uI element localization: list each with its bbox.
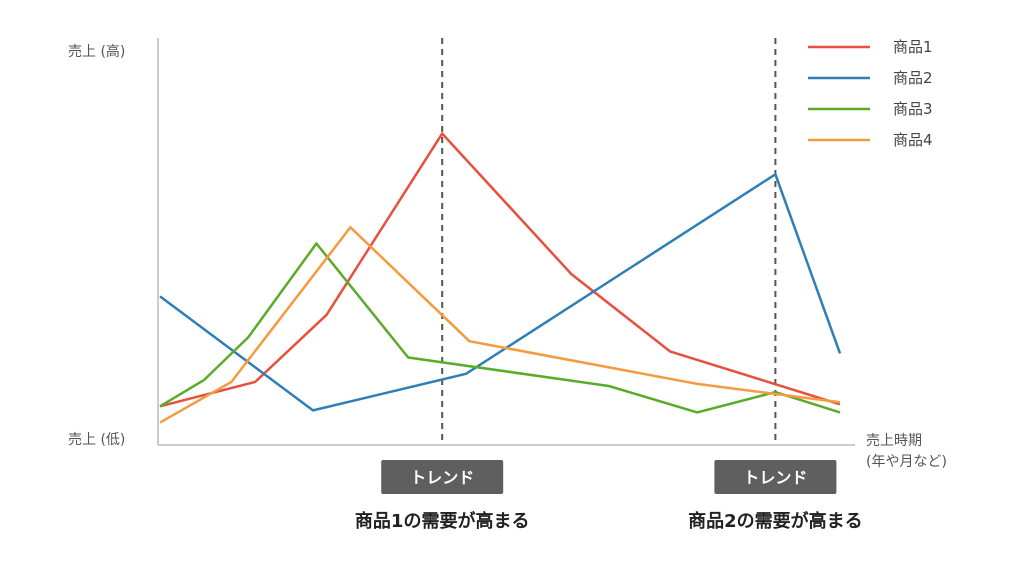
x-axis-label-line1: 売上時期	[866, 433, 922, 449]
y-axis-low-label: 売上 (低)	[68, 432, 125, 448]
trend-badge-label-1: トレンド	[410, 468, 474, 487]
series-line-1	[159, 132, 841, 408]
x-axis-label-line2: (年や月など)	[866, 454, 947, 470]
trend-lines	[441, 38, 777, 445]
trend-annotation-1: 商品1の需要が高まる	[355, 510, 530, 532]
trend-badge-1	[381, 460, 504, 494]
trend-annotation-2: 商品2の需要が高まる	[688, 510, 863, 532]
series-line-2	[159, 173, 842, 412]
trend-badge-2	[714, 460, 837, 494]
series-lines	[159, 132, 842, 424]
series-line-4	[159, 226, 841, 424]
legend: 商品1 商品2 商品3 商品4	[808, 38, 933, 149]
axes	[157, 38, 855, 446]
series-line-3	[159, 242, 841, 414]
legend-label-2: 商品2	[893, 69, 933, 87]
y-axis-high-label: 売上 (高)	[68, 43, 125, 60]
trend-badge-label-2: トレンド	[743, 468, 807, 487]
legend-label-4: 商品4	[893, 131, 933, 149]
legend-label-1: 商品1	[893, 38, 933, 56]
legend-label-3: 商品3	[893, 100, 933, 118]
